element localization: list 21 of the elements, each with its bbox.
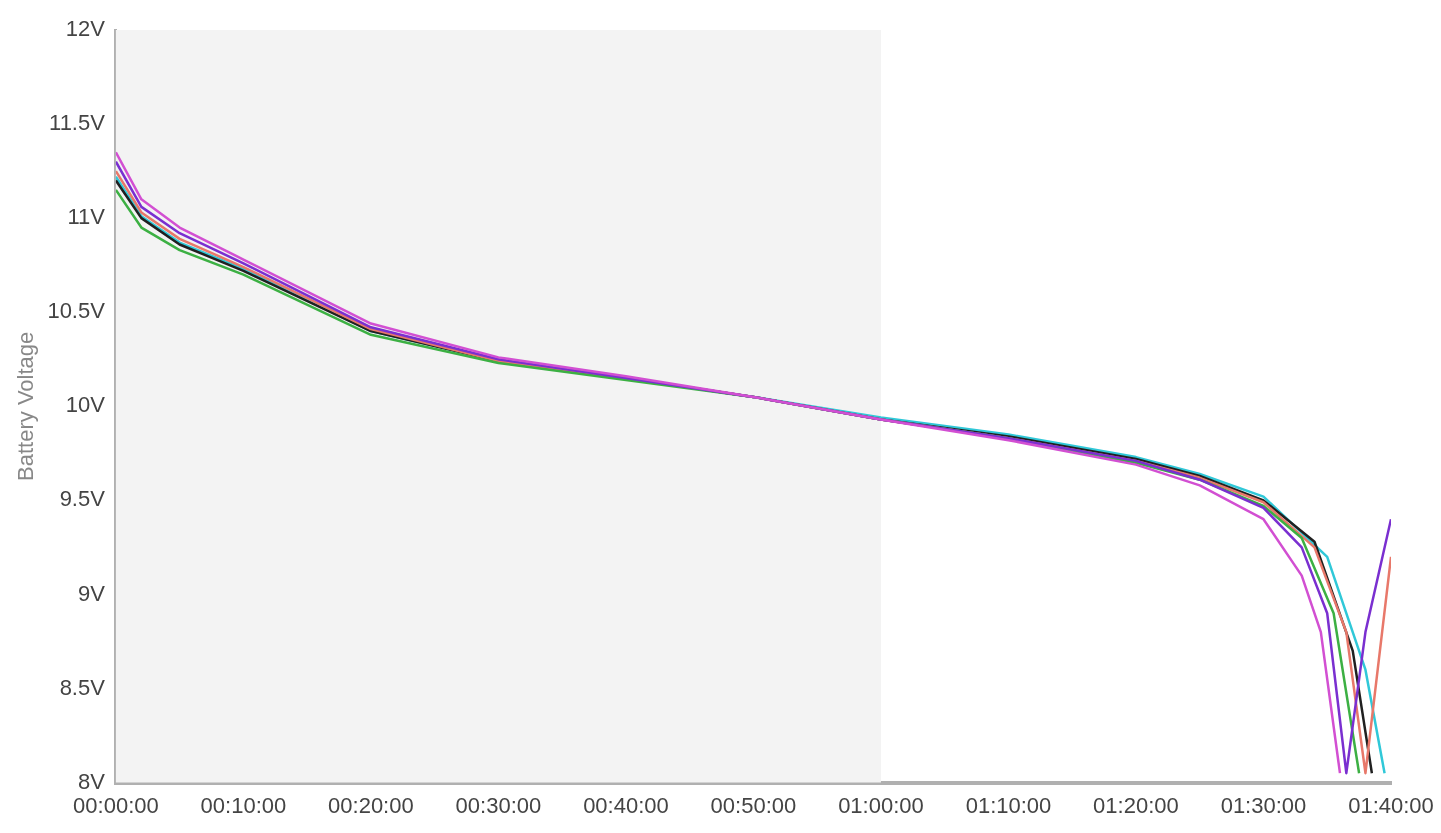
y-tick-label: 11V [67,204,106,230]
y-tick-label: 8V [77,768,106,794]
x-tick-label: 00:50:00 [710,792,797,818]
y-tick-label: 8.5V [59,674,106,700]
x-tick-label: 00:20:00 [328,792,414,818]
y-tick-label: 9.5V [59,486,106,512]
x-tick-label: 00:00:00 [73,792,159,818]
y-tick-label: 10V [65,392,106,418]
x-tick-label: 00:40:00 [583,792,669,818]
x-tick-label: 00:30:00 [455,792,542,818]
x-tick-label: 01:00:00 [838,792,924,818]
y-tick-label: 11.5V [49,110,106,136]
y-tick-label: 9V [77,580,106,606]
x-tick-label: 01:40:00 [1348,792,1434,818]
x-tick-label: 01:10:00 [965,792,1052,818]
x-tick-label: 00:10:00 [200,792,287,818]
y-tick-label: 10.5V [47,298,106,324]
y-axis-title: Battery Voltage [13,331,39,481]
x-tick-label: 01:30:00 [1220,792,1307,818]
y-tick-label: 12V [65,16,106,42]
x-tick-label: 01:20:00 [1093,792,1179,818]
